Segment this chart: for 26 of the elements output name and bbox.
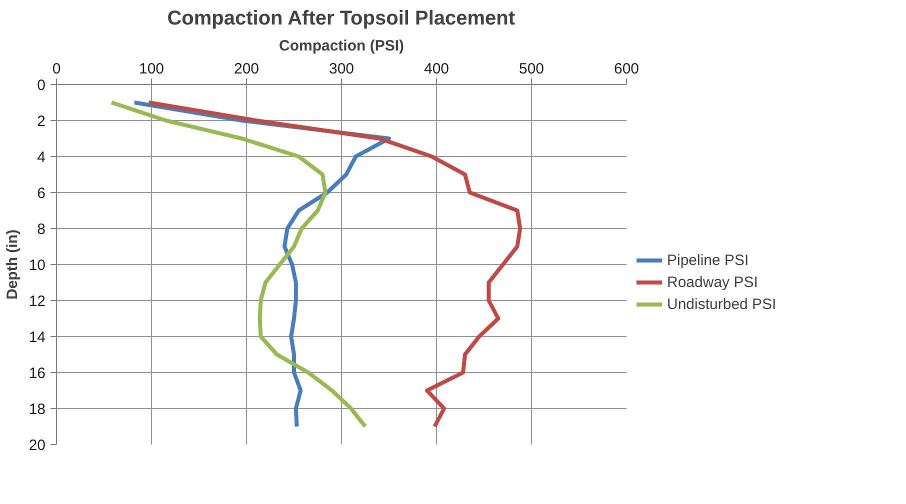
x-tick-label: 400 xyxy=(424,60,450,78)
legend-label: Undisturbed PSI xyxy=(667,296,776,312)
y-tick-label: 16 xyxy=(28,365,46,382)
x-axis-title: Compaction (PSI) xyxy=(279,38,404,54)
y-tick-label: 8 xyxy=(37,221,46,238)
y-tick-label: 2 xyxy=(37,113,46,130)
y-tick-label: 4 xyxy=(37,149,46,166)
y-tick-label: 20 xyxy=(28,437,46,454)
y-tick-label: 14 xyxy=(28,329,46,346)
x-tick-label: 200 xyxy=(234,60,260,78)
y-tick-label: 12 xyxy=(28,293,46,310)
y-tick-label: 10 xyxy=(28,257,46,274)
x-tick-label: 0 xyxy=(52,60,61,78)
y-tick-label: 18 xyxy=(28,401,46,418)
y-tick-label: 0 xyxy=(37,77,46,94)
y-axis-title: Depth (in) xyxy=(4,230,21,300)
legend-label: Pipeline PSI xyxy=(667,252,749,268)
x-tick-label: 600 xyxy=(614,60,640,78)
x-tick-label: 100 xyxy=(138,60,164,78)
x-tick-label: 300 xyxy=(328,60,354,78)
chart-title: Compaction After Topsoil Placement xyxy=(167,8,516,30)
line-series xyxy=(146,100,522,428)
legend-label: Roadway PSI xyxy=(667,274,758,290)
x-tick-label: 500 xyxy=(518,60,544,78)
line-series xyxy=(110,100,368,428)
y-tick-label: 6 xyxy=(37,185,46,202)
